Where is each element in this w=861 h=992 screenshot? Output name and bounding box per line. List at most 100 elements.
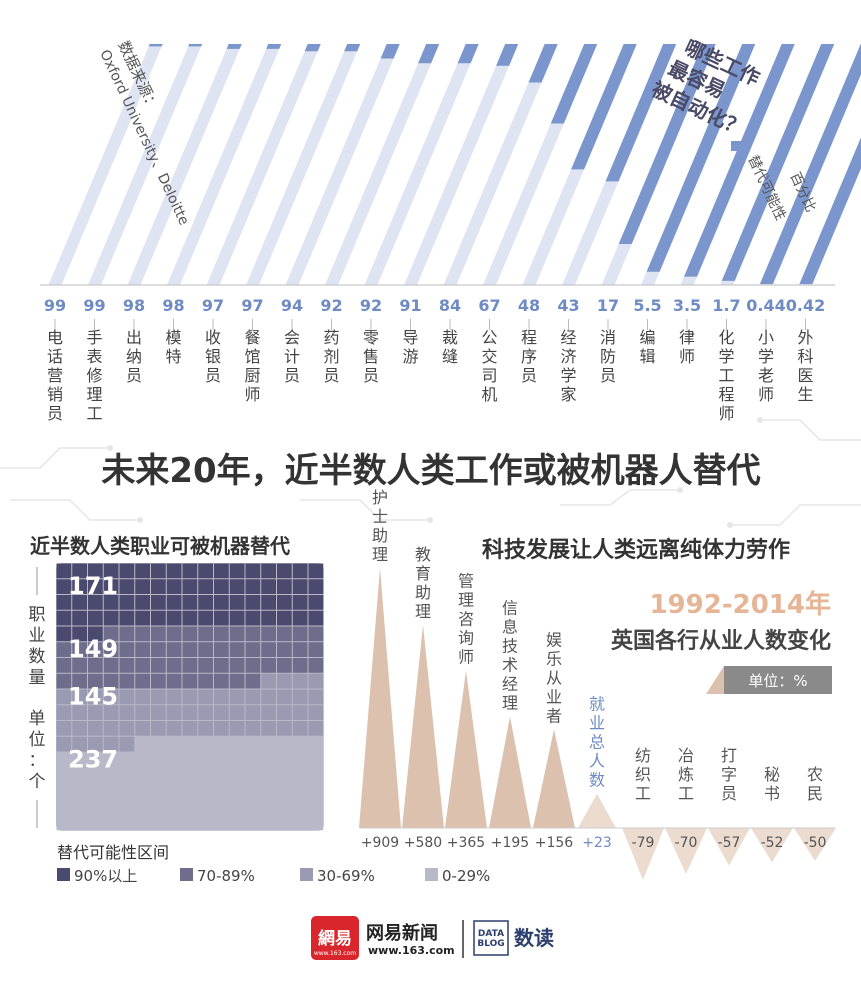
grid-cell: [261, 768, 276, 783]
ylabel-unit-text: 单位：个: [29, 709, 46, 792]
grid-cell: [167, 737, 182, 752]
grid-cell: [183, 721, 198, 736]
grid-cell: [293, 705, 308, 720]
grid-cell: [230, 800, 245, 815]
grid-cell: [120, 816, 135, 831]
grid-cell: [293, 800, 308, 815]
legend-swatch-1: [180, 868, 193, 881]
grid-cell: [309, 564, 324, 579]
grid-cell: [214, 611, 229, 626]
grid-cell: [214, 658, 229, 673]
grid-cell: [120, 768, 135, 783]
grid-cell: [120, 642, 135, 657]
bar-value-6: [381, 44, 400, 58]
grid-cell: [104, 721, 119, 736]
grid-cell: [104, 800, 119, 815]
grid-cell: [261, 816, 276, 831]
legend-label-1: 70-89%: [197, 867, 255, 885]
uk-value-7: -70: [675, 835, 698, 851]
grid-cell: [151, 564, 166, 579]
bar-value-9: [496, 44, 518, 66]
grid-cell: [151, 690, 166, 705]
uk-category-8-text: 打字员: [721, 746, 737, 803]
bar-label-9: 91: [399, 296, 421, 315]
grid-cell: [261, 611, 276, 626]
grid-cell: [309, 674, 324, 689]
grid-cell: [246, 690, 261, 705]
grid-legend-title: 替代可能性区间: [57, 843, 169, 862]
grid-cell: [167, 784, 182, 799]
uk-value-3: +195: [491, 835, 529, 851]
legend-swatch-3: [425, 868, 438, 881]
category-label-0-text: 电话营销员: [47, 328, 63, 423]
bar-value-0: [149, 44, 163, 46]
category-label-10: 裁缝: [442, 328, 458, 366]
grid-cell: [309, 800, 324, 815]
category-label-9: 导游: [402, 328, 418, 366]
grid-cell: [230, 579, 245, 594]
grid-cell: [167, 721, 182, 736]
uk-triangle-0: [359, 568, 401, 828]
grid-cell: [277, 721, 292, 736]
grid-cell: [309, 753, 324, 768]
grid-cell: [230, 595, 245, 610]
uk-category-10: 农民: [807, 765, 823, 803]
bar-value-1: [188, 44, 202, 46]
legend-label-0: 90%以上: [74, 867, 137, 885]
grid-cell: [135, 564, 150, 579]
grid-cell: [198, 674, 213, 689]
uk-subtitle-desc: 英国各行从业人数变化: [611, 628, 831, 654]
category-label-8: 零售员: [363, 328, 379, 385]
grid-cell: [151, 816, 166, 831]
category-label-3: 模特: [165, 328, 181, 366]
grid-cell: [246, 627, 261, 642]
category-label-12-text: 程序员: [521, 328, 537, 385]
grid-cell: [198, 800, 213, 815]
grid-cell: [214, 705, 229, 720]
bar-label-3: 98: [162, 296, 184, 315]
bar-label-11: 67: [478, 296, 500, 315]
bar-label-16: 3.5: [673, 296, 701, 315]
grid-cell: [183, 690, 198, 705]
grid-cell: [198, 658, 213, 673]
grid-cell: [135, 737, 150, 752]
uk-category-2-text: 管理咨询师: [458, 572, 474, 667]
category-label-6: 会计员: [284, 328, 300, 385]
legend-label-3: 0-29%: [442, 867, 490, 885]
bar-value-10: [529, 44, 558, 83]
uk-value-4: +156: [535, 835, 574, 851]
bar-label-1: 99: [83, 296, 105, 315]
grid-cell: [309, 595, 324, 610]
grid-cell: [151, 642, 166, 657]
grid-cell: [183, 611, 198, 626]
grid-cell: [151, 579, 166, 594]
grid-cell: [57, 721, 72, 736]
grid-cell: [246, 800, 261, 815]
uk-category-7: 冶炼工: [678, 746, 694, 803]
grid-cell: [309, 768, 324, 783]
legend-swatch-2: [300, 868, 313, 881]
uk-triangle-4: [533, 729, 575, 828]
legend-swatch-0: [57, 868, 70, 881]
grid-cell: [120, 753, 135, 768]
bar-label-15: 5.5: [633, 296, 661, 315]
uk-category-10-text: 农民: [807, 765, 823, 803]
bar-label-19: 0.42: [786, 296, 825, 315]
uk-subtitle-year: 1992-2014年: [649, 589, 831, 620]
grid-cell: [135, 721, 150, 736]
grid-cell: [214, 674, 229, 689]
category-label-14: 消防员: [600, 328, 616, 385]
grid-cell: [167, 816, 182, 831]
grid-cell: [246, 737, 261, 752]
grid-cell: [277, 611, 292, 626]
uk-triangle-5: [578, 794, 616, 828]
grid-cell: [151, 595, 166, 610]
grid-cell: [167, 674, 182, 689]
category-label-11: 公交司机: [481, 328, 497, 404]
grid-cell: [151, 721, 166, 736]
category-label-0: 电话营销员: [47, 328, 63, 423]
